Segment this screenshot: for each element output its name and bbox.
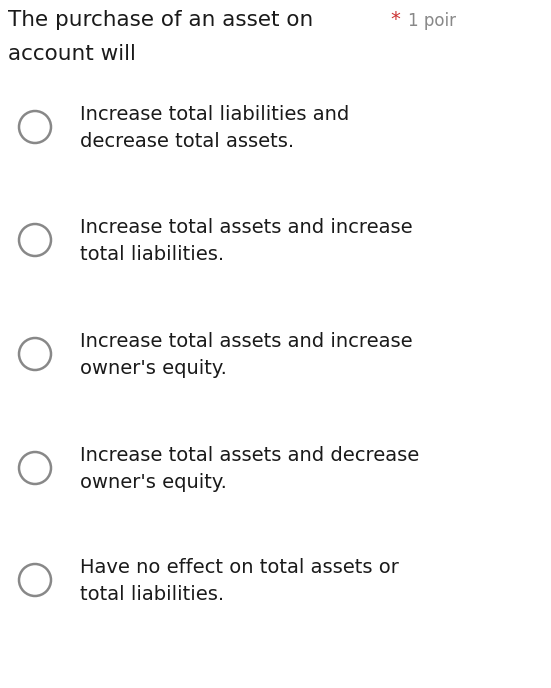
Circle shape: [19, 224, 51, 256]
Circle shape: [19, 564, 51, 596]
Text: Increase total assets and decrease
owner's equity.: Increase total assets and decrease owner…: [80, 446, 419, 492]
Text: *: *: [390, 10, 400, 29]
Text: Increase total assets and increase
owner's equity.: Increase total assets and increase owner…: [80, 332, 413, 378]
Circle shape: [19, 338, 51, 370]
Text: account will: account will: [8, 44, 136, 64]
Circle shape: [19, 452, 51, 484]
Text: Increase total liabilities and
decrease total assets.: Increase total liabilities and decrease …: [80, 105, 349, 151]
Text: The purchase of an asset on: The purchase of an asset on: [8, 10, 314, 30]
Text: Have no effect on total assets or
total liabilities.: Have no effect on total assets or total …: [80, 558, 399, 604]
Circle shape: [19, 111, 51, 143]
Text: Increase total assets and increase
total liabilities.: Increase total assets and increase total…: [80, 218, 413, 264]
Text: 1 poir: 1 poir: [408, 12, 456, 30]
